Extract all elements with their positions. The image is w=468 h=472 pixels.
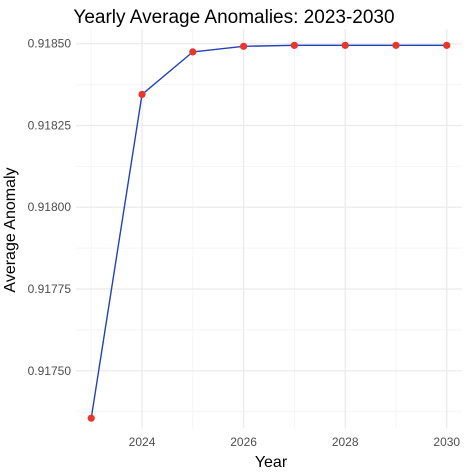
y-tick-label: 0.91850	[28, 37, 72, 51]
series-line	[90, 44, 447, 419]
data-point	[138, 90, 146, 99]
y-tick-label: 0.91750	[28, 364, 72, 378]
data-point	[443, 41, 451, 49]
data-point	[290, 41, 298, 49]
y-tick-label: 0.91800	[28, 200, 72, 214]
grid	[76, 29, 462, 428]
x-tick-label: 2028	[332, 435, 359, 449]
data-point	[341, 41, 349, 49]
x-tick-label: 2024	[129, 435, 156, 449]
data-point	[392, 41, 400, 49]
y-tick-label: 0.91825	[28, 118, 72, 132]
x-tick-label: 2026	[230, 435, 257, 449]
series	[87, 41, 451, 422]
data-point	[189, 48, 197, 56]
data-point	[240, 42, 248, 50]
tick-labels: 2024 2026 2028 2030 0.91750 0.91775 0.91800 0.9…	[28, 37, 461, 449]
x-axis-title: Year	[255, 454, 288, 471]
y-axis-title: Average Anomaly	[2, 167, 19, 292]
y-tick-label: 0.91775	[28, 282, 72, 296]
x-tick-label: 2030	[433, 435, 460, 449]
chart-title: Yearly Average Anomalies: 2023-2030	[73, 7, 394, 28]
data-point	[87, 414, 95, 422]
